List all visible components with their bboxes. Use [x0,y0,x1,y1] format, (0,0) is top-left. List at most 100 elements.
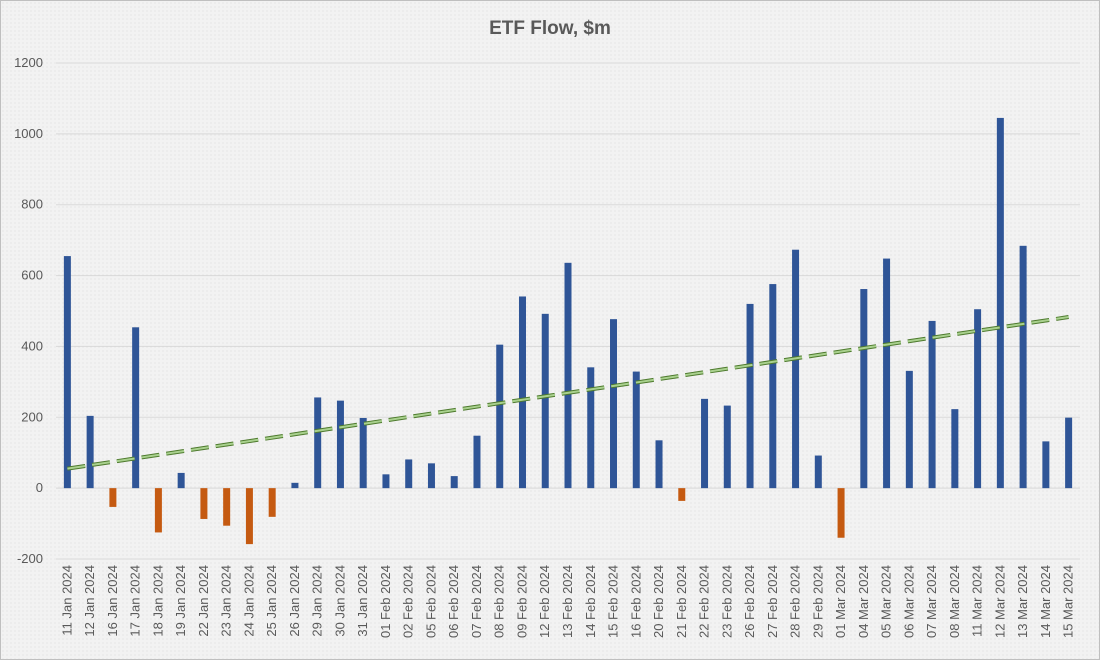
x-tick-label: 19 Jan 2024 [173,565,188,637]
y-tick-label: 400 [21,338,43,353]
bar [951,409,959,489]
x-tick-label: 06 Mar 2024 [901,565,916,638]
bar [792,249,800,489]
y-tick-label: 1000 [14,126,43,141]
x-tick-label: 01 Feb 2024 [378,565,393,638]
trendline-group [67,315,1069,471]
x-tick-label: 12 Jan 2024 [82,565,97,637]
bar [814,455,822,489]
y-tick-label: 600 [21,268,43,283]
x-tick-label: 31 Jan 2024 [355,565,370,637]
bar [928,320,936,489]
x-tick-label: 27 Feb 2024 [765,565,780,638]
bar [200,488,208,519]
bar [291,482,299,489]
x-tick-label: 29 Jan 2024 [310,565,325,637]
x-tick-label: 18 Jan 2024 [150,565,165,637]
x-tick-label: 07 Mar 2024 [924,565,939,638]
bar [427,463,435,489]
bar [1042,441,1050,489]
bar [314,397,322,489]
bar [154,488,162,533]
bar [883,258,891,489]
bar [541,313,549,489]
trendline [67,316,1069,470]
bar [746,303,754,489]
x-tick-label: 12 Feb 2024 [537,565,552,638]
bar [496,344,504,489]
y-tick-label: 800 [21,197,43,212]
x-tick-label: 16 Jan 2024 [105,565,120,637]
bar [450,476,458,489]
bar [1019,245,1027,489]
x-tick-label: 15 Feb 2024 [606,565,621,638]
x-tick-label: 28 Feb 2024 [788,565,803,638]
x-tick-label: 20 Feb 2024 [651,565,666,638]
bar [63,256,71,489]
x-tick-label: 05 Feb 2024 [423,565,438,638]
x-tick-label: 23 Jan 2024 [219,565,234,637]
bar [564,262,572,489]
y-axis-ticks: 1200 1000 800 600 400 200 0 -200 [14,55,43,566]
x-tick-label: 26 Jan 2024 [287,565,302,637]
x-tick-label: 09 Feb 2024 [514,565,529,638]
bar [678,488,686,501]
y-tick-label: 1200 [14,55,43,70]
x-tick-label: 22 Feb 2024 [697,565,712,638]
bar [1065,417,1073,489]
bar [405,459,413,489]
x-tick-label: 08 Feb 2024 [492,565,507,638]
x-tick-label: 30 Jan 2024 [332,565,347,637]
bar [655,440,663,489]
bar [177,472,185,489]
bar [610,319,618,489]
x-tick-label: 15 Mar 2024 [1061,565,1076,638]
x-tick-label: 25 Jan 2024 [264,565,279,637]
y-tick-label: 200 [21,409,43,424]
x-tick-label: 06 Feb 2024 [446,565,461,638]
x-tick-label: 05 Mar 2024 [879,565,894,638]
x-tick-label: 24 Jan 2024 [241,565,256,637]
bar [974,309,982,489]
x-tick-label: 22 Jan 2024 [196,565,211,637]
bar [996,117,1004,489]
bar [905,370,913,489]
y-tick-label: -200 [17,551,43,566]
bar [268,488,276,517]
x-tick-label: 14 Mar 2024 [1038,565,1053,638]
x-tick-label: 13 Feb 2024 [560,565,575,638]
x-tick-label: 08 Mar 2024 [947,565,962,638]
x-tick-label: 11 Jan 2024 [59,565,74,636]
bar [86,415,94,489]
x-tick-label: 11 Mar 2024 [970,565,985,637]
bar [587,367,595,489]
x-axis-ticks: 11 Jan 2024 12 Jan 2024 16 Jan 2024 17 Jan … [59,565,1075,638]
bar [473,435,481,489]
bar [245,488,253,545]
bar [223,488,231,526]
bar [109,488,117,507]
bar [837,488,845,538]
x-tick-label: 07 Feb 2024 [469,565,484,638]
bars [63,117,1073,545]
bar [132,327,140,489]
bar [701,398,709,489]
x-tick-label: 29 Feb 2024 [810,565,825,638]
bar [860,289,868,489]
x-tick-label: 26 Feb 2024 [742,565,757,638]
x-tick-label: 13 Mar 2024 [1015,565,1030,638]
chart-title: ETF Flow, $m [489,18,611,39]
x-tick-label: 12 Mar 2024 [992,565,1007,638]
y-tick-label: 0 [36,480,43,495]
bar [382,474,390,489]
x-tick-label: 01 Mar 2024 [833,565,848,638]
bar [359,417,367,489]
x-tick-label: 21 Feb 2024 [674,565,689,638]
bar [518,296,526,489]
bar [632,371,640,489]
x-tick-label: 14 Feb 2024 [583,565,598,638]
x-tick-label: 02 Feb 2024 [401,565,416,638]
x-tick-label: 17 Jan 2024 [128,565,143,637]
